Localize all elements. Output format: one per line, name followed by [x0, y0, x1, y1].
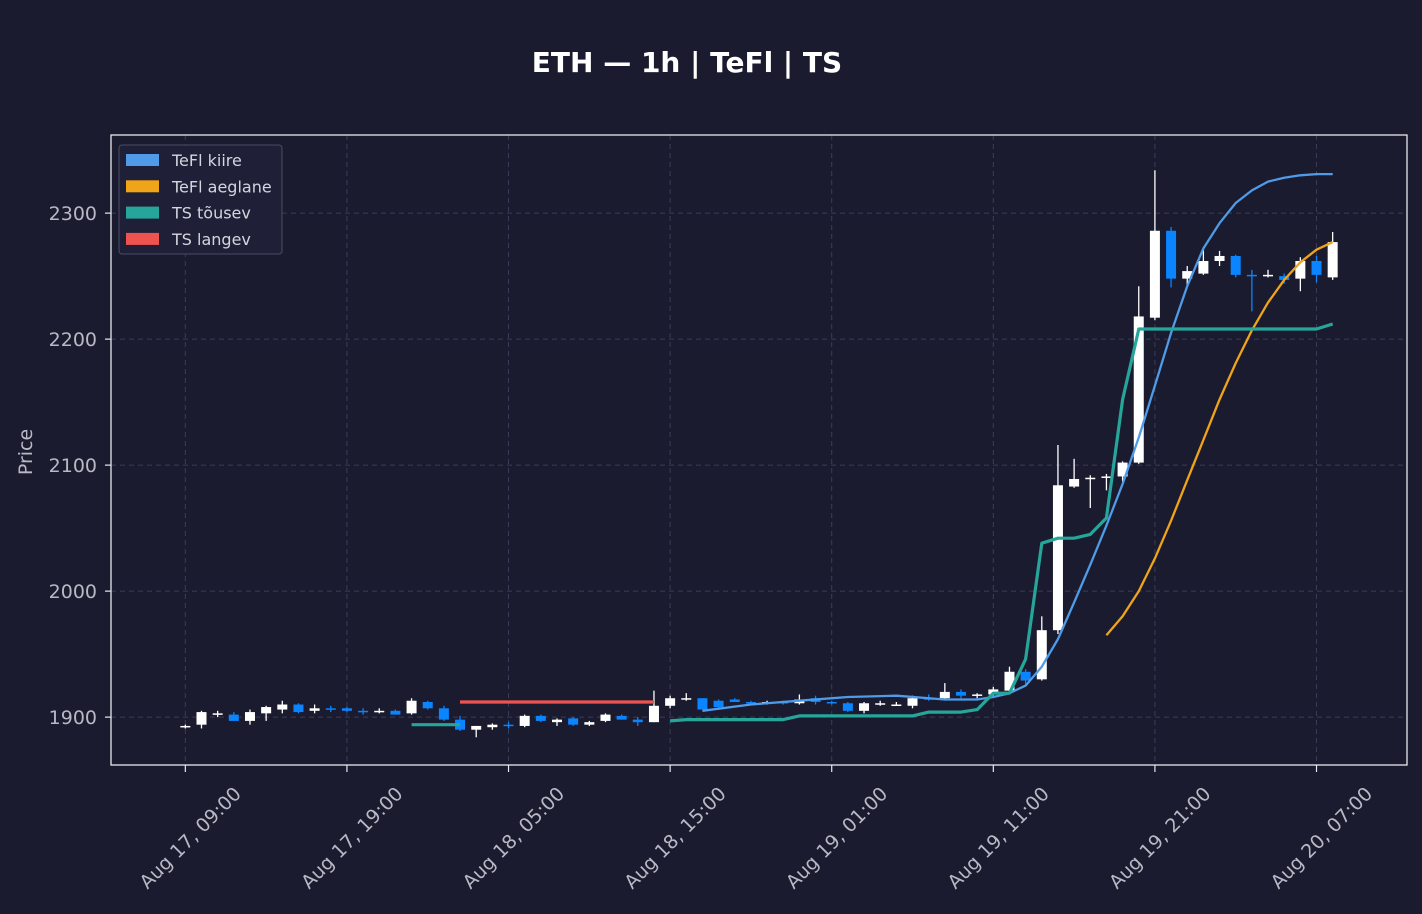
- candle-up: [681, 698, 692, 700]
- legend-swatch: [126, 180, 159, 193]
- candle-up: [859, 703, 870, 711]
- candle-up: [1052, 485, 1063, 631]
- candle-up: [552, 719, 563, 723]
- candle-down: [745, 702, 756, 704]
- candle-up: [972, 694, 983, 696]
- candle-up: [1295, 261, 1306, 279]
- candle-up: [471, 725, 482, 730]
- line-tefl-aeglane: [1105, 241, 1334, 636]
- candle-up: [1085, 477, 1096, 480]
- candle-down: [632, 719, 643, 723]
- candle-up: [1214, 255, 1225, 261]
- legend-label: TeFl kiire: [171, 151, 242, 170]
- candle-up: [1117, 462, 1128, 477]
- candle-up: [1149, 230, 1160, 318]
- candle-up: [277, 704, 288, 710]
- candle-up: [1327, 242, 1338, 278]
- candle-up: [600, 714, 611, 721]
- candle-up: [519, 715, 530, 726]
- candle-up: [374, 710, 385, 713]
- candle-down: [535, 715, 546, 721]
- candle-up: [1133, 316, 1144, 463]
- legend-swatch: [126, 206, 159, 219]
- y-tick-label: 2100: [49, 455, 97, 477]
- candle-down: [568, 718, 579, 725]
- candle-down: [616, 715, 627, 720]
- candle-down: [842, 703, 853, 711]
- candle-up: [648, 705, 659, 723]
- y-tick-label: 2200: [49, 329, 97, 351]
- candle-down: [729, 699, 740, 702]
- line-tefl-kiire: [702, 172, 1333, 712]
- candle-down: [228, 714, 239, 721]
- candle-up: [1263, 274, 1274, 277]
- legend-swatch: [126, 154, 159, 166]
- candle-up: [1004, 671, 1015, 691]
- candle-down: [1311, 261, 1322, 275]
- candle-up: [406, 700, 417, 714]
- candle-down: [1246, 274, 1257, 277]
- candle-up: [261, 707, 272, 714]
- candle-up: [1182, 271, 1193, 279]
- candle-down: [341, 708, 352, 711]
- candle-down: [438, 708, 449, 720]
- legend-label: TS langev: [171, 230, 251, 249]
- grid: [111, 135, 1407, 765]
- candle-up: [244, 712, 255, 721]
- candle-up: [1069, 478, 1080, 487]
- candle-down: [1230, 255, 1241, 275]
- candle-down: [1166, 230, 1177, 279]
- candle-down: [955, 691, 966, 696]
- indicator-lines: [411, 172, 1334, 727]
- legend-box: [118, 144, 283, 255]
- candle-down: [325, 708, 336, 710]
- line-ts-t-usev: [669, 322, 1334, 723]
- y-axis: 1900 2000 2100 2200 2300: [49, 203, 111, 729]
- candles: [180, 170, 1338, 738]
- candle-up: [665, 698, 676, 706]
- candle-down: [826, 702, 837, 704]
- candle-up: [196, 712, 207, 725]
- legend: TeFl kiire TeFl aeglane TS tõusev TS langev: [118, 144, 283, 255]
- candle-down: [390, 710, 401, 715]
- candle-up: [1036, 630, 1047, 680]
- legend-swatch: [126, 232, 159, 245]
- candle-down: [697, 698, 708, 710]
- candle-up: [1198, 261, 1209, 274]
- y-axis-label: Price: [15, 429, 37, 475]
- candle-down: [713, 700, 724, 708]
- y-tick-label: 2000: [49, 581, 97, 603]
- candle-down: [293, 704, 304, 713]
- candle-up: [907, 698, 918, 706]
- candle-down: [455, 719, 466, 730]
- candle-up: [584, 722, 595, 725]
- candle-up: [875, 703, 886, 705]
- candle-up: [487, 724, 498, 728]
- y-tick-label: 1900: [49, 707, 97, 729]
- legend-label: TeFl aeglane: [171, 177, 272, 196]
- candle-up: [1101, 476, 1112, 478]
- candle-down: [1020, 671, 1031, 681]
- candle-down: [422, 702, 433, 709]
- candle-up: [891, 704, 902, 707]
- candle-down: [503, 724, 514, 727]
- y-tick-label: 2300: [49, 203, 97, 225]
- legend-label: TS tõusev: [171, 204, 251, 223]
- candle-down: [1279, 276, 1290, 280]
- candle-up: [939, 691, 950, 699]
- candle-up: [309, 708, 320, 711]
- plot-frame: [110, 134, 1408, 766]
- candle-up: [180, 725, 191, 728]
- candle-down: [358, 710, 369, 713]
- chart-title: ETH — 1h | TeFl | TS: [532, 46, 842, 79]
- candle-up: [212, 713, 223, 715]
